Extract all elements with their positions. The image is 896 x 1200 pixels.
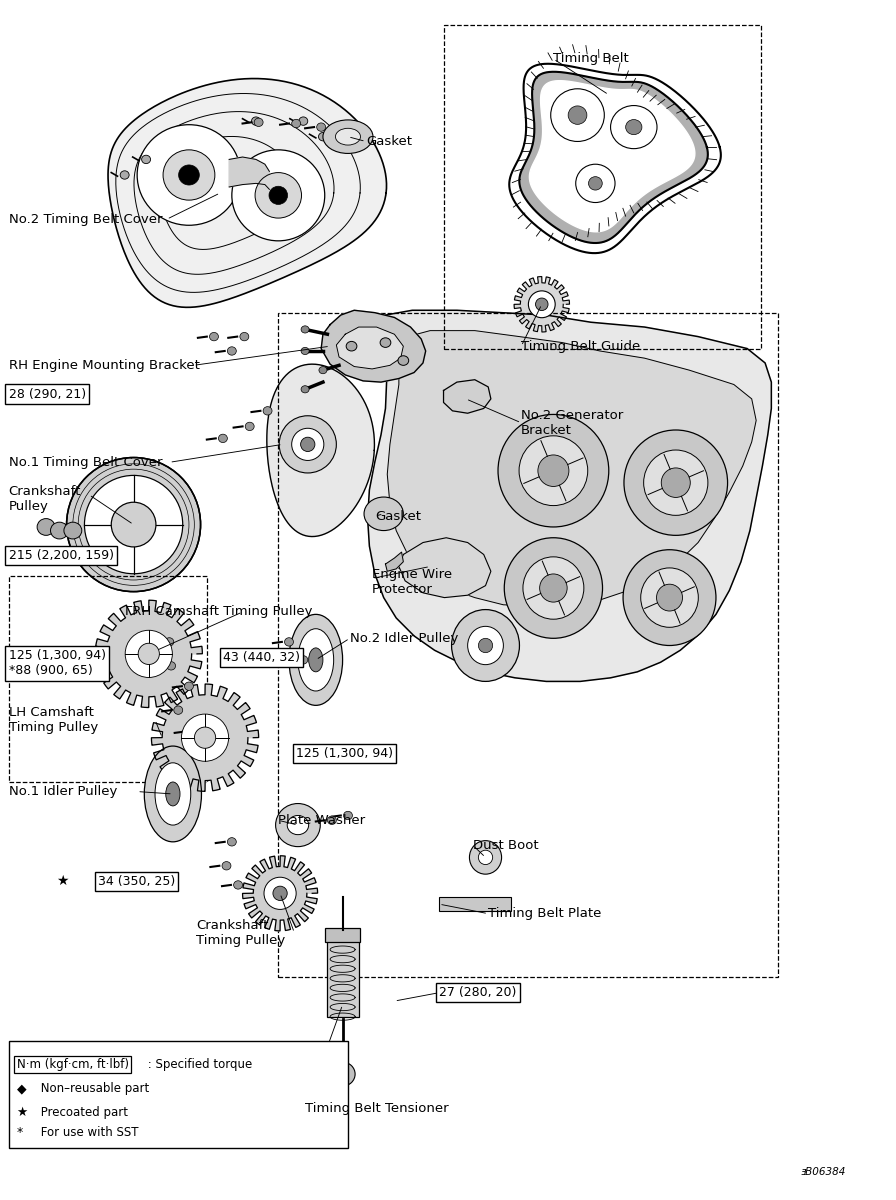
Ellipse shape [327,816,336,824]
Ellipse shape [529,290,556,318]
Text: Non–reusable part: Non–reusable part [37,1082,150,1094]
Text: Plate Washer: Plate Washer [279,814,366,827]
Ellipse shape [661,468,690,498]
Text: 27 (280, 20): 27 (280, 20) [439,986,516,1000]
Ellipse shape [165,637,174,646]
Ellipse shape [452,610,520,682]
Text: : Specified torque: : Specified torque [144,1058,253,1072]
Ellipse shape [269,186,288,204]
Ellipse shape [276,804,320,847]
Ellipse shape [551,89,604,142]
Ellipse shape [625,120,642,134]
Ellipse shape [478,638,493,653]
Ellipse shape [273,886,288,900]
Ellipse shape [111,503,156,547]
Ellipse shape [210,332,219,341]
Ellipse shape [254,118,263,126]
Ellipse shape [301,385,309,392]
Text: Gasket: Gasket [366,134,412,148]
Text: Crankshaft
Pulley: Crankshaft Pulley [9,486,81,514]
Text: ⱻB06384: ⱻB06384 [800,1168,846,1177]
Polygon shape [243,856,317,931]
Ellipse shape [50,522,68,539]
Ellipse shape [186,727,195,736]
Text: No.2 Idler Pulley: No.2 Idler Pulley [349,632,458,644]
Ellipse shape [234,881,243,889]
Bar [444,25,761,348]
Text: Precoated part: Precoated part [37,1106,128,1118]
Ellipse shape [178,164,199,185]
Text: No.1 Timing Belt Cover: No.1 Timing Belt Cover [9,456,162,469]
Polygon shape [158,780,187,810]
Bar [324,928,360,942]
Polygon shape [151,684,259,791]
Ellipse shape [323,120,373,154]
Text: 28 (290, 21): 28 (290, 21) [9,388,86,401]
Ellipse shape [335,128,360,145]
Text: Crankshaft
Timing Pulley: Crankshaft Timing Pulley [196,919,285,947]
Ellipse shape [264,877,297,910]
Ellipse shape [263,407,272,415]
Text: ★: ★ [56,875,68,888]
Ellipse shape [228,838,237,846]
Ellipse shape [643,450,708,515]
Polygon shape [267,364,375,536]
Text: *: * [16,1127,22,1139]
Text: No.2 Timing Belt Cover: No.2 Timing Belt Cover [9,212,162,226]
Polygon shape [520,72,708,244]
Ellipse shape [280,415,336,473]
Text: 34 (350, 25): 34 (350, 25) [98,875,175,888]
Ellipse shape [69,647,80,656]
Ellipse shape [301,347,309,354]
Text: 43 (440, 32): 43 (440, 32) [223,650,300,664]
Polygon shape [229,157,270,190]
Ellipse shape [330,1062,355,1086]
Text: N·m (kgf·cm, ft·lbf): N·m (kgf·cm, ft·lbf) [16,1058,128,1072]
Ellipse shape [380,338,391,347]
Ellipse shape [299,116,307,125]
Ellipse shape [66,457,201,592]
Ellipse shape [137,125,241,226]
Text: LH Camshaft
Timing Pulley: LH Camshaft Timing Pulley [9,706,98,733]
Ellipse shape [252,116,261,125]
Ellipse shape [288,816,308,835]
Ellipse shape [142,155,151,163]
Ellipse shape [194,727,216,749]
Text: 215 (2,200, 159): 215 (2,200, 159) [9,550,114,563]
Ellipse shape [576,164,615,203]
Ellipse shape [84,475,183,574]
Ellipse shape [167,661,176,670]
Ellipse shape [228,347,237,355]
Text: ◆: ◆ [16,1082,26,1094]
Ellipse shape [624,430,728,535]
Ellipse shape [498,414,608,527]
Ellipse shape [478,851,493,864]
Ellipse shape [174,706,183,714]
Ellipse shape [589,176,602,190]
Text: 125 (1,300, 94)
*88 (900, 65): 125 (1,300, 94) *88 (900, 65) [9,649,106,678]
Text: Timing Belt Plate: Timing Belt Plate [488,907,601,920]
Ellipse shape [301,326,309,334]
Ellipse shape [289,614,342,706]
Ellipse shape [610,106,657,149]
Polygon shape [385,552,403,571]
Ellipse shape [504,538,602,638]
Ellipse shape [519,436,588,505]
Ellipse shape [155,763,191,826]
Bar [439,896,511,911]
Ellipse shape [523,557,584,619]
Ellipse shape [301,437,314,451]
Ellipse shape [246,422,254,431]
Ellipse shape [657,584,683,611]
Polygon shape [321,311,426,382]
Ellipse shape [138,643,159,665]
Polygon shape [387,331,756,606]
Polygon shape [367,311,771,682]
Ellipse shape [37,518,55,535]
Polygon shape [444,379,491,413]
Bar [9,576,207,782]
Ellipse shape [308,648,323,672]
Text: ΓRH Camshaft Timing Pulley: ΓRH Camshaft Timing Pulley [125,606,312,618]
Text: Timing Belt Guide: Timing Belt Guide [521,340,641,353]
Text: 125 (1,300, 94): 125 (1,300, 94) [297,746,393,760]
